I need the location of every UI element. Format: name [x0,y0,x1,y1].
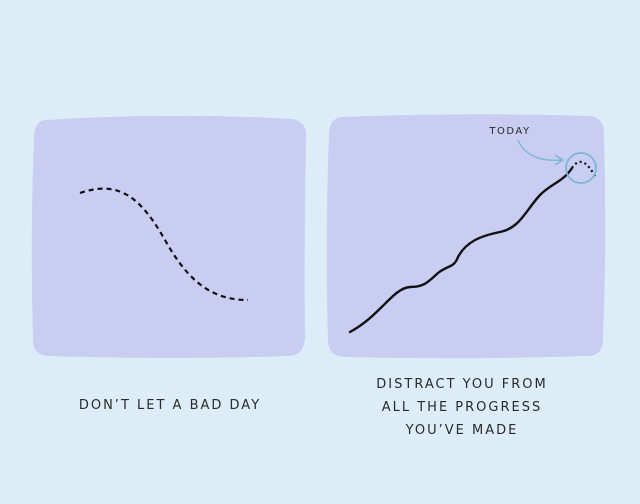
annotation: TODAY [488,126,530,137]
caption-line: ALL THE PROGRESS [382,400,543,415]
arrow-head [554,154,565,166]
dashed-curve [79,187,249,302]
panel-left [31,115,307,358]
caption-line: YOU’VE MADE [405,423,519,438]
panel-right [326,114,606,359]
progress-curve [348,166,574,334]
arrow [517,139,563,162]
caption-line: DISTRACT YOU FROM [376,377,547,392]
caption: DON’T LET A BAD DAY [79,398,261,413]
highlight-circle [565,152,597,184]
